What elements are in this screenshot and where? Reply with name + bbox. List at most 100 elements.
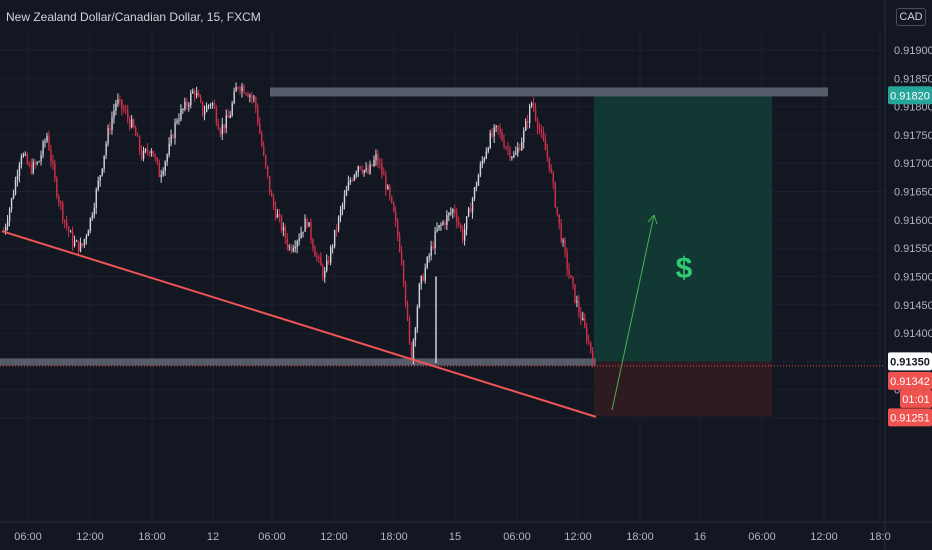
candle-body — [288, 246, 291, 248]
candle-body — [499, 128, 501, 133]
candle-body — [377, 154, 379, 165]
candle-body — [371, 164, 373, 166]
candle-body — [381, 164, 383, 174]
candle-body — [446, 215, 448, 225]
candle-body — [278, 214, 281, 217]
candle-body — [113, 110, 115, 118]
candle-body — [523, 130, 525, 143]
candle-body — [158, 162, 161, 178]
candle-body — [263, 145, 265, 155]
candle-body — [205, 106, 208, 112]
candle-body — [560, 223, 562, 242]
candle-body — [448, 212, 450, 216]
candle-body — [471, 198, 474, 213]
candle-body — [353, 175, 356, 181]
candle-body — [357, 166, 359, 173]
arrow-line — [611, 214, 655, 411]
candle-body — [223, 124, 226, 129]
candle-body — [107, 128, 109, 144]
candle-body — [367, 168, 369, 174]
candle-body — [207, 105, 210, 107]
candle-body — [292, 248, 294, 251]
arrow-head — [647, 214, 658, 225]
candle-body — [530, 103, 533, 107]
candle-body — [564, 240, 566, 252]
candle-body — [148, 151, 151, 154]
candle-body — [458, 222, 460, 225]
candle-body — [22, 154, 25, 157]
y-tick-label: 0.91650 — [894, 187, 932, 199]
y-tick-label: 0.91450 — [894, 300, 932, 312]
candle-body — [570, 275, 572, 278]
candle-body — [580, 312, 582, 321]
candle-body — [430, 246, 432, 256]
candle-body — [339, 209, 342, 217]
candle-body — [337, 216, 340, 231]
candle-body — [241, 86, 243, 92]
candle-body — [215, 108, 218, 124]
candle-body — [142, 150, 145, 159]
x-tick-label: 18:0 — [869, 531, 890, 543]
candle-body — [200, 96, 202, 102]
candle-body — [38, 161, 40, 163]
candle-body — [341, 204, 344, 210]
candle-body — [10, 198, 13, 210]
candle-body — [397, 221, 399, 237]
currency-badge[interactable]: CAD — [896, 8, 926, 26]
candle-body — [452, 209, 454, 213]
candle-body — [91, 215, 94, 219]
candle-body — [48, 135, 50, 150]
support-zone — [0, 358, 596, 366]
candle-body — [391, 196, 393, 203]
candle-body — [361, 169, 363, 173]
candle-body — [182, 108, 184, 110]
candles — [3, 82, 594, 368]
candle-body — [513, 154, 515, 158]
candle-body — [590, 342, 592, 351]
candle-body — [259, 123, 261, 134]
candle-body — [54, 164, 56, 179]
candle-body — [150, 150, 153, 154]
resistance-zone — [270, 87, 828, 97]
candle-body — [268, 175, 271, 193]
candle-body — [166, 154, 168, 162]
candle-body — [501, 132, 503, 141]
candle-body — [274, 206, 277, 218]
candle-body — [355, 172, 358, 176]
x-tick-label: 12:00 — [810, 531, 838, 543]
candle-body — [527, 121, 529, 124]
x-tick-label: 16 — [694, 531, 706, 543]
candle-body — [424, 267, 426, 281]
candle-body — [503, 140, 505, 148]
candle-body — [349, 180, 352, 183]
candle-body — [322, 265, 324, 278]
candle-body — [328, 260, 330, 263]
candle-body — [40, 155, 42, 162]
candle-body — [483, 158, 486, 161]
y-tick-label: 0.91550 — [894, 243, 932, 255]
candle-body — [517, 147, 519, 153]
candle-body — [56, 178, 58, 197]
candle-body — [247, 93, 249, 97]
candle-body — [586, 326, 588, 341]
candle-body — [73, 241, 76, 246]
candle-body — [592, 350, 594, 362]
candle-body — [410, 342, 413, 361]
candle-body — [93, 207, 96, 216]
candle-body — [119, 99, 121, 101]
candle-body — [578, 300, 580, 313]
candle-body — [442, 222, 444, 225]
candle-body — [99, 175, 101, 181]
candle-body — [365, 168, 367, 171]
candle-body — [117, 99, 119, 104]
candle-body — [261, 133, 263, 146]
candle-body — [485, 151, 488, 159]
resistance-label: 0.91820 — [890, 90, 930, 102]
candle-body — [389, 186, 391, 197]
candle-body — [160, 174, 162, 178]
target-zone — [594, 95, 772, 362]
candle-body — [276, 214, 279, 218]
candle-body — [26, 154, 29, 164]
candle-body — [66, 221, 68, 227]
